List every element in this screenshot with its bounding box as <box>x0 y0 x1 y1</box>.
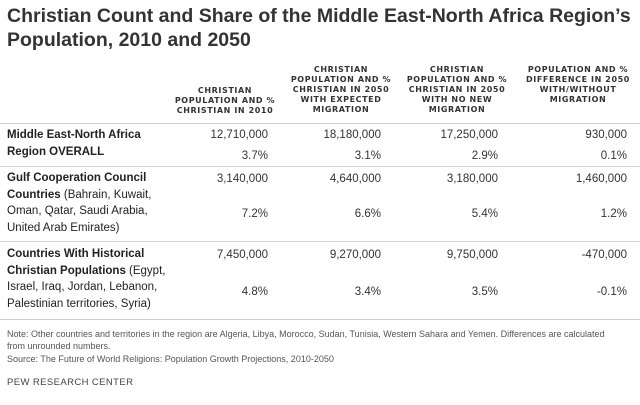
row-label-rest: (Egypt, Israel, Iraq, Jordan, Lebanon, P… <box>7 264 166 310</box>
cell-share: 4.8% <box>241 286 268 298</box>
cell-count: 7,450,000 <box>216 249 268 261</box>
row-label-historical-christian: Countries With Historical Christian Popu… <box>7 246 167 312</box>
column-header-difference: POPULATION AND % DIFFERENCE IN 2050 WITH… <box>526 65 630 104</box>
cell-share: 3.7% <box>241 150 268 162</box>
cell-share: 7.2% <box>241 208 268 220</box>
cell-share: -0.1% <box>596 286 627 298</box>
row-label-bold: Gulf Cooperation Council Countries <box>7 172 147 201</box>
cell-count: 3,180,000 <box>446 173 498 185</box>
cell-share: 0.1% <box>600 150 627 162</box>
cell-share: 3.1% <box>354 150 381 162</box>
row-label-bold: Countries With Historical Christian Popu… <box>7 248 145 277</box>
cell-count: 1,460,000 <box>575 173 627 185</box>
cell-share: 3.4% <box>354 286 381 298</box>
row-divider <box>0 241 640 242</box>
column-header-2010: CHRISTIAN POPULATION AND % CHRISTIAN IN … <box>174 86 276 115</box>
cell-count: 9,750,000 <box>446 249 498 261</box>
cell-count: 930,000 <box>585 129 627 141</box>
cell-count: 3,140,000 <box>216 173 268 185</box>
cell-share: 2.9% <box>471 150 498 162</box>
column-header-2050-no-migration: CHRISTIAN POPULATION AND % CHRISTIAN IN … <box>406 65 508 114</box>
row-divider <box>0 166 640 167</box>
table-bottom-rule <box>0 319 640 320</box>
page-title: Christian Count and Share of the Middle … <box>7 5 631 51</box>
cell-count: 18,180,000 <box>323 129 381 141</box>
brand-logo-text: PEW RESEARCH CENTER <box>7 377 134 388</box>
cell-count: 4,640,000 <box>329 173 381 185</box>
footnote: Note: Other countries and territories in… <box>7 329 605 351</box>
cell-share: 1.2% <box>600 208 627 220</box>
row-label-gcc: Gulf Cooperation Council Countries (Bahr… <box>7 170 167 236</box>
column-header-2050-expected: CHRISTIAN POPULATION AND % CHRISTIAN IN … <box>290 65 392 114</box>
row-label-bold: Middle East-North Africa Region OVERALL <box>7 129 141 158</box>
row-label-rest: (Bahrain, Kuwait, Oman, Qatar, Saudi Ara… <box>7 188 152 234</box>
cell-share: 6.6% <box>354 208 381 220</box>
row-label-mena-overall: Middle East-North Africa Region OVERALL <box>7 127 167 160</box>
source-line: Source: The Future of World Religions: P… <box>7 354 334 364</box>
cell-share: 3.5% <box>471 286 498 298</box>
cell-count: 12,710,000 <box>210 129 268 141</box>
header-divider <box>0 123 640 124</box>
cell-count: 17,250,000 <box>440 129 498 141</box>
cell-count: -470,000 <box>581 249 627 261</box>
cell-count: 9,270,000 <box>329 249 381 261</box>
cell-share: 5.4% <box>471 208 498 220</box>
